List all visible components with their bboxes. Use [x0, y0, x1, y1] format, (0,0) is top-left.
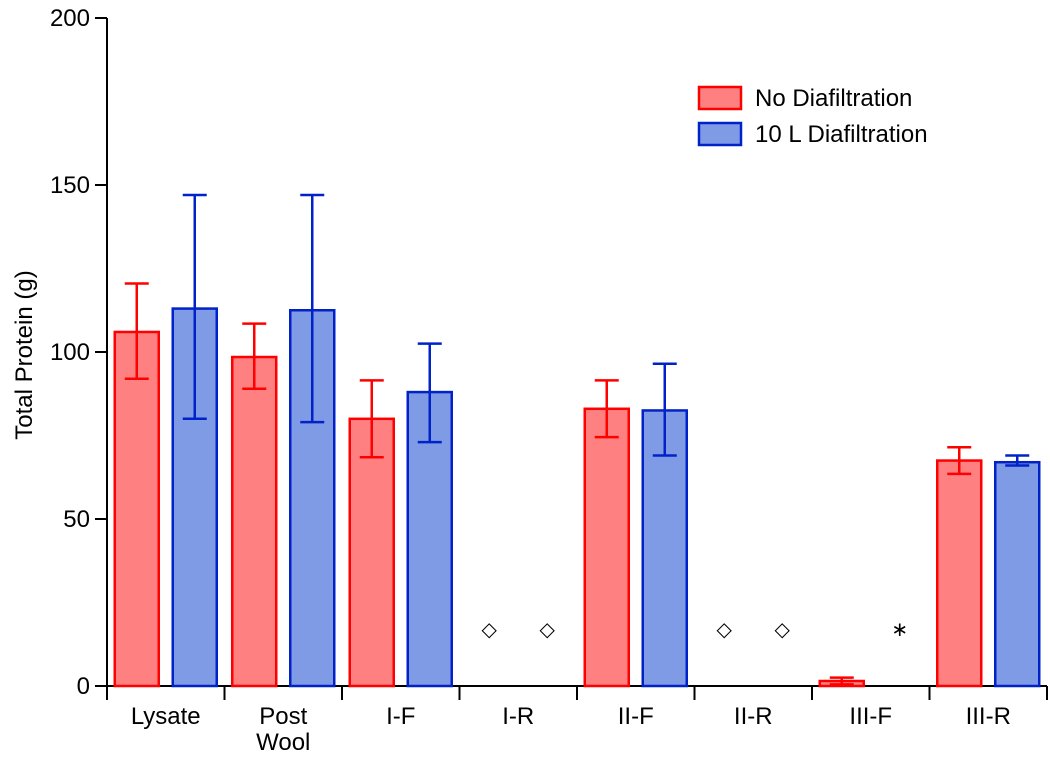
markers: ◇ ◇ ◇ ◇ ∗	[482, 617, 909, 641]
legend-label: 10 L Diafiltration	[755, 121, 928, 148]
bar	[348, 417, 395, 688]
bar	[231, 355, 278, 688]
x-tick-label: Post	[259, 703, 307, 730]
y-tick-label: 150	[50, 172, 90, 199]
legend-swatch	[697, 85, 743, 111]
data-marker: ◇	[540, 617, 556, 641]
data-marker: ∗	[891, 617, 908, 641]
y-tick-label: 0	[77, 673, 90, 700]
x-tick-label: I-R	[502, 703, 534, 730]
legend-label: No Diafiltration	[755, 85, 912, 112]
x-tick-label: Lysate	[131, 703, 201, 730]
y-axis-label: Total Protein (g)	[11, 270, 38, 439]
bar	[583, 407, 630, 688]
data-marker: ◇	[482, 617, 498, 641]
y-tick-label: 50	[63, 506, 90, 533]
x-tick-label: Wool	[256, 729, 310, 756]
legend: No Diafiltration 10 L Diafiltration	[697, 85, 928, 148]
error-bars	[124, 193, 1030, 686]
bar	[113, 330, 160, 688]
data-marker: ◇	[717, 617, 733, 641]
bar	[994, 460, 1041, 688]
y-tick-label: 100	[50, 339, 90, 366]
bar	[936, 459, 983, 688]
x-tick-label: III-F	[849, 703, 892, 730]
legend-swatch	[697, 121, 743, 147]
x-tick-label: II-R	[734, 703, 773, 730]
x-tick-label: II-F	[618, 703, 654, 730]
y-tick-label: 200	[50, 5, 90, 32]
x-tick-label: III-R	[966, 703, 1011, 730]
y-tick-labels: 0 50 100 150 200	[50, 5, 90, 700]
x-tick-label: I-F	[386, 703, 415, 730]
data-marker: ◇	[775, 617, 791, 641]
